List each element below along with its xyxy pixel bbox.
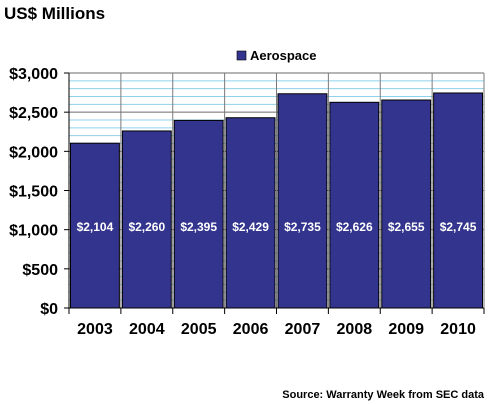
bar-2010 [433,92,483,309]
x-tick-label-2010: 2010 [440,321,476,338]
y-tick-label: $3,000 [9,66,58,83]
bar-2006 [225,117,276,309]
data-labels: $2,104 $2,260 $2,395 $2,429 $2,735 $2,626 $2,6… [77,220,477,234]
x-tick-label-2006: 2006 [233,321,269,338]
axes: $0 $500 $1,000 $1,500 $2,000 $2,500 $3,000 2003… [9,66,485,338]
x-tick-label-2005: 2005 [181,321,217,338]
x-tick-label-2007: 2007 [285,321,321,338]
bar-2007 [277,93,328,309]
x-tick-label-2003: 2003 [77,321,113,338]
bar-2009 [381,99,432,309]
source-note: Source: Warranty Week from SEC data [282,389,485,401]
chart-title: US$ Millions [4,4,105,23]
y-tick-label: $500 [22,262,58,279]
data-label-2004: $2,260 [128,220,165,234]
bar-2003 [70,142,120,309]
bar-2008 [329,101,380,309]
legend: Aerospace [236,48,316,63]
data-label-2006: $2,429 [232,220,269,234]
y-tick-label: $1,500 [9,184,58,201]
legend-swatch [236,50,247,61]
x-tick-label-2008: 2008 [337,321,373,338]
y-tick-label: $2,500 [9,105,58,122]
data-label-2007: $2,735 [284,220,321,234]
data-label-2005: $2,395 [180,220,217,234]
bar-2004 [121,130,172,309]
legend-label-aerospace: Aerospace [250,48,316,63]
data-label-2009: $2,655 [388,220,425,234]
x-tick-label-2009: 2009 [388,321,424,338]
bar-2005 [173,119,224,309]
data-label-2003: $2,104 [77,220,114,234]
y-tick-label: $0 [40,301,58,318]
data-label-2010: $2,745 [440,220,477,234]
y-tick-label: $2,000 [9,144,58,161]
x-tick-label-2004: 2004 [129,321,165,338]
y-tick-label: $1,000 [9,223,58,240]
data-label-2008: $2,626 [336,220,373,234]
